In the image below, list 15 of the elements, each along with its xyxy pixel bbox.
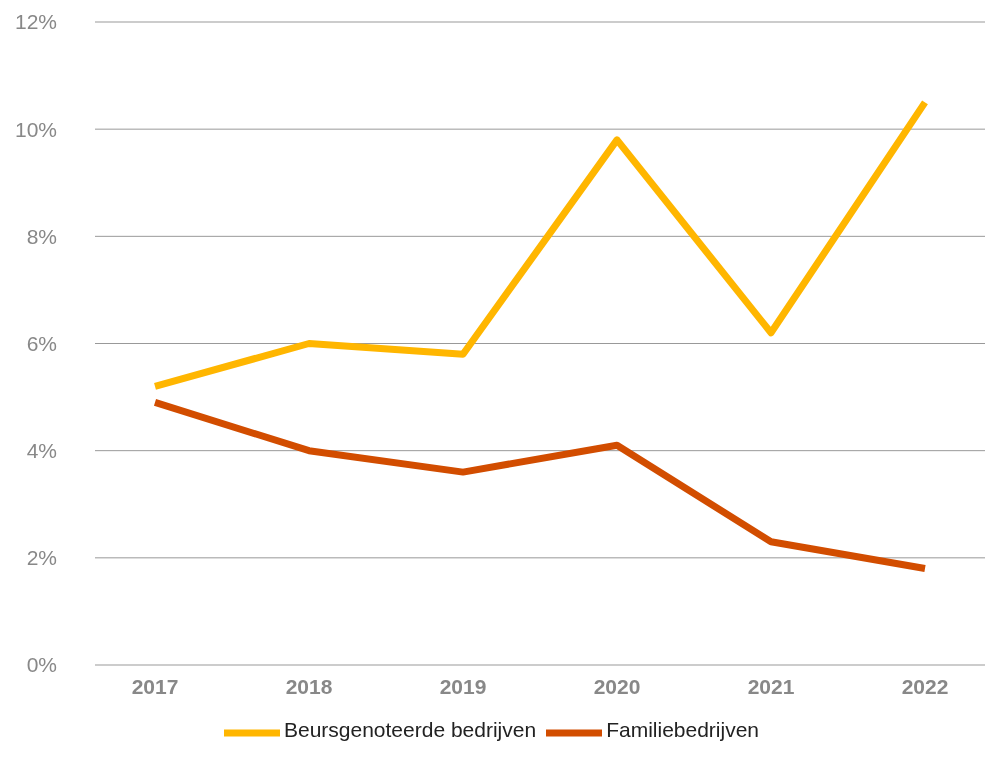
y-tick-label: 6% <box>26 331 57 355</box>
legend-label: Beursgenoteerde bedrijven <box>283 718 537 742</box>
y-tick-label: 8% <box>26 224 57 248</box>
x-tick-label: 2017 <box>131 674 179 698</box>
legend-label: Familiebedrijven <box>606 718 760 742</box>
x-tick-label: 2018 <box>285 674 333 698</box>
y-tick-label: 2% <box>26 546 57 570</box>
y-tick-label: 12% <box>14 10 57 34</box>
y-tick-label: 10% <box>14 117 57 141</box>
x-tick-label: 2020 <box>593 674 641 698</box>
x-tick-label: 2021 <box>747 674 795 698</box>
y-tick-label: 0% <box>26 653 57 677</box>
y-tick-label: 4% <box>26 439 57 463</box>
x-tick-label: 2022 <box>901 674 949 698</box>
x-tick-label: 2019 <box>439 674 487 698</box>
